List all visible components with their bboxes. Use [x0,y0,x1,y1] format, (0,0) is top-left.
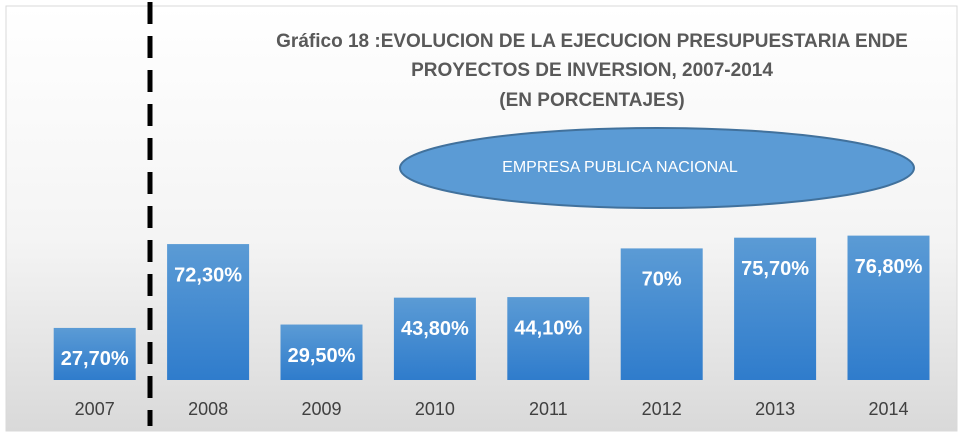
x-tick-label: 2009 [301,399,341,419]
chart-title: (EN PORCENTAJES) [499,90,684,111]
chart-title: PROYECTOS DE INVERSION, 2007-2014 [411,60,773,81]
chart-title: Gráfico 18 :EVOLUCION DE LA EJECUCION PR… [276,31,908,52]
bar [507,297,590,380]
x-tick-label: 2011 [529,399,568,419]
x-tick-label: 2014 [868,399,908,419]
annotation: EMPRESA PUBLICA NACIONAL [502,159,738,176]
annotation-ellipse [399,127,915,209]
bar [393,297,476,380]
x-tick-label: 2008 [188,399,228,419]
value-label: 29,50% [288,345,356,367]
value-label: 75,70% [741,258,809,280]
value-label: 27,70% [61,348,129,370]
bar [167,244,250,380]
bar [280,324,363,380]
value-label: 44,10% [514,317,582,339]
value-label: 70% [642,269,682,291]
x-tick-label: 2007 [75,399,115,419]
bar [53,327,136,380]
bar [620,248,703,380]
value-label: 72,30% [174,264,242,286]
bar [847,235,930,380]
bar [734,237,817,380]
x-tick-label: 2012 [642,399,682,419]
x-tick-label: 2013 [755,399,795,419]
value-label: 76,80% [855,256,923,278]
x-tick-label: 2010 [415,399,455,419]
value-label: 43,80% [401,318,469,340]
bars: 27,70% 2007 72,30% 2008 29,50% 2009 43,80% 2010… [53,235,930,419]
